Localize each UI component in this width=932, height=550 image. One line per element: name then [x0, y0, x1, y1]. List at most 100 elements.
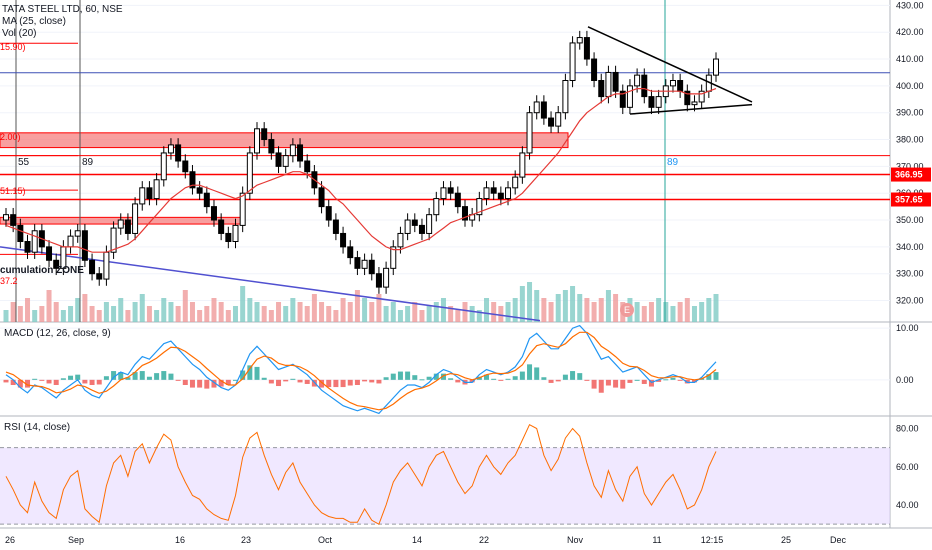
- candle-body: [677, 80, 684, 92]
- price-tick-label: 410.00: [896, 54, 924, 64]
- volume-bar: [154, 310, 160, 322]
- ma-legend: MA (25, close): [2, 16, 66, 27]
- candle-body: [297, 144, 304, 162]
- candle-body: [569, 42, 576, 81]
- macd-histogram-bar: [362, 379, 368, 382]
- volume-bar: [89, 306, 95, 322]
- rsi-band: [0, 447, 890, 525]
- volume-bar: [10, 302, 16, 322]
- price-pane[interactable]: [0, 0, 890, 322]
- resistance-zone: [0, 132, 569, 149]
- volume-bar: [670, 306, 676, 322]
- volume-bar: [75, 298, 81, 322]
- macd-histogram-bar: [125, 377, 131, 380]
- candle-body: [203, 192, 210, 208]
- macd-histogram-bar: [354, 379, 360, 385]
- macd-histogram-bar: [247, 365, 253, 380]
- volume-bar: [376, 294, 382, 322]
- candle-body: [691, 101, 698, 106]
- candle-body: [53, 259, 60, 269]
- rsi-pane[interactable]: [0, 424, 890, 525]
- price-axis[interactable]: 320.00330.00340.00350.00360.00370.00380.…: [891, 0, 931, 510]
- macd-histogram-bar: [469, 379, 475, 383]
- volume-bar: [319, 302, 325, 322]
- macd-histogram-bar: [118, 372, 124, 380]
- candle-body: [605, 71, 612, 98]
- volume-bar: [469, 306, 475, 322]
- price-tick-label: 420.00: [896, 27, 924, 37]
- macd-histogram-bar: [182, 379, 188, 385]
- time-tick-label: 22: [479, 535, 489, 545]
- time-tick-label: 14: [412, 535, 422, 545]
- volume-bar: [598, 298, 604, 322]
- candle-body: [454, 192, 461, 208]
- macd-histogram-bar: [10, 379, 16, 385]
- candle-body: [340, 232, 347, 248]
- price-tick-label: 380.00: [896, 135, 924, 145]
- macd-histogram-bar: [376, 379, 382, 384]
- candle-body: [698, 90, 705, 103]
- macd-histogram-bar: [46, 379, 52, 384]
- volume-bar: [534, 290, 540, 322]
- candle-body: [619, 90, 626, 108]
- candle-body: [533, 101, 540, 114]
- time-tick-label: 16: [175, 535, 185, 545]
- candle-body: [548, 117, 555, 127]
- time-axis[interactable]: 26 Sep 16 23 Oct 14 22 Nov 11 12:15 25 Dec: [5, 535, 847, 545]
- candle-body: [440, 187, 447, 200]
- macd-histogram-bar: [53, 379, 59, 385]
- volume-bar: [125, 310, 131, 322]
- level-label-4: 37.2: [0, 276, 18, 286]
- volume-bar: [32, 310, 38, 322]
- macd-pane[interactable]: [0, 324, 890, 415]
- candle-body: [196, 187, 203, 194]
- volume-bar: [405, 306, 411, 322]
- volume-bar: [25, 298, 31, 322]
- macd-histogram-bar: [419, 379, 425, 381]
- volume-bar: [118, 298, 124, 322]
- macd-histogram-bar: [670, 377, 676, 380]
- volume-bar: [656, 298, 662, 322]
- volume-bar: [333, 310, 339, 322]
- macd-histogram-bar: [319, 379, 325, 388]
- volume-bar: [419, 310, 425, 322]
- volume-bar: [555, 294, 561, 322]
- candle-body: [275, 152, 282, 167]
- macd-histogram-bar: [161, 371, 167, 380]
- candle-body: [433, 198, 440, 216]
- candle-body: [124, 219, 131, 234]
- macd-histogram-bar: [505, 378, 511, 380]
- candle-body: [96, 273, 103, 280]
- candle-body: [232, 224, 239, 242]
- volume-bar: [283, 306, 289, 322]
- macd-histogram-bar: [383, 377, 389, 380]
- macd-histogram-bar: [397, 371, 403, 380]
- macd-histogram-bar: [448, 378, 454, 380]
- candle-body: [268, 139, 275, 154]
- candle-body: [160, 152, 167, 181]
- earnings-marker[interactable]: E: [620, 303, 634, 317]
- volume-bar: [232, 306, 238, 322]
- candle-body: [74, 230, 81, 237]
- macd-histogram-bar: [491, 378, 497, 380]
- volume-bar: [96, 310, 102, 322]
- volume-bar: [189, 302, 195, 322]
- macd-histogram-bar: [347, 379, 353, 386]
- candle-body: [146, 187, 153, 200]
- time-tick-label: 12:15: [701, 535, 724, 545]
- triangle-lower-line: [629, 103, 753, 115]
- macd-histogram-bar: [512, 376, 518, 380]
- volume-bar: [175, 306, 181, 322]
- macd-histogram-bar: [634, 379, 640, 381]
- volume-bar: [268, 310, 274, 322]
- candle-body: [210, 206, 217, 221]
- volume-bar: [139, 294, 145, 322]
- candle-body: [218, 219, 225, 234]
- macd-histogram-bar: [591, 379, 597, 389]
- macd-histogram-bar: [232, 379, 238, 381]
- volume-bar: [182, 290, 188, 322]
- volume-bar: [60, 310, 66, 322]
- volume-bar: [17, 306, 23, 322]
- macd-histogram-bar: [139, 371, 145, 380]
